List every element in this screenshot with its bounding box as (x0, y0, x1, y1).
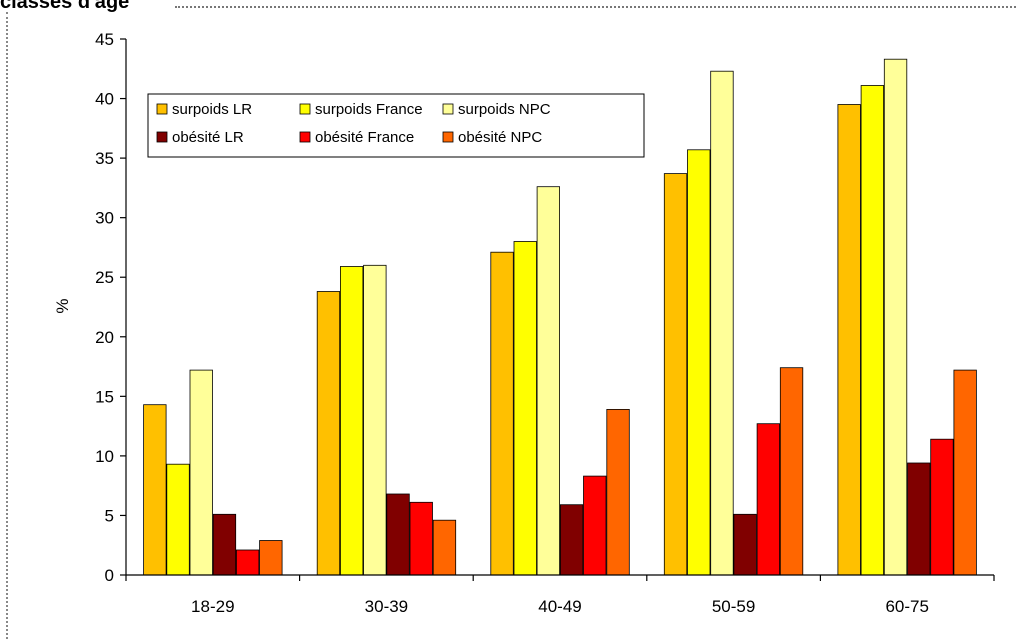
legend: surpoids LR surpoids France surpoids NPC ob… (147, 93, 645, 158)
x-tick-label: 30-39 (365, 597, 408, 616)
x-tick-label: 50-59 (712, 597, 755, 616)
bar-4-40-49 (560, 504, 584, 576)
legend-swatch (442, 131, 454, 143)
y-tick-label: 15 (95, 387, 114, 406)
legend-swatch (299, 103, 311, 115)
bar-4-18-29 (212, 513, 237, 576)
x-tick-label: 40-49 (538, 597, 581, 616)
bar-1-30-39 (316, 291, 341, 576)
legend-swatch (299, 131, 311, 143)
bar-6-60-75 (953, 369, 977, 576)
bar-4-30-39 (386, 493, 410, 576)
legend-label: obésité NPC (458, 129, 542, 146)
y-tick-label: 0 (105, 566, 114, 585)
bar-3-30-39 (363, 264, 387, 576)
bar-3-50-59 (710, 70, 734, 576)
y-tick-label: 30 (95, 209, 114, 228)
bar-2-30-39 (339, 266, 364, 576)
x-tick-label: 60-75 (885, 597, 928, 616)
axes-layer: 0 5 10 15 20 25 30 35 40 45 18-29 30-39 40-49 50-59 60… (95, 30, 995, 616)
bar-1-40-49 (490, 251, 514, 576)
bar-6-18-29 (259, 540, 283, 576)
legend-label: surpoids LR (172, 101, 252, 118)
bar-5-30-39 (409, 501, 433, 576)
bars-layer (143, 58, 977, 576)
legend-label: surpoids NPC (458, 101, 551, 118)
legend-label: surpoids France (315, 101, 423, 118)
legend-swatch (156, 131, 168, 143)
y-tick-label: 5 (105, 506, 114, 525)
bar-2-50-59 (687, 149, 711, 576)
bar-4-50-59 (733, 513, 757, 576)
legend-box (147, 93, 645, 158)
x-tick-label: 18-29 (191, 597, 234, 616)
bar-6-50-59 (779, 367, 804, 576)
y-tick-label: 25 (95, 268, 114, 287)
bar-1-18-29 (143, 404, 167, 576)
bar-1-60-75 (837, 104, 861, 576)
bar-5-60-75 (930, 438, 954, 576)
y-tick-label: 20 (95, 328, 114, 347)
bar-6-40-49 (606, 408, 630, 576)
legend-swatch (156, 103, 168, 115)
bar-3-18-29 (189, 369, 213, 576)
bar-5-40-49 (583, 475, 607, 576)
y-tick-label: 35 (95, 149, 114, 168)
page-title-fragment: classes d'âge (0, 0, 130, 13)
bar-2-60-75 (860, 85, 884, 576)
bar-5-18-29 (235, 549, 260, 576)
legend-swatch (442, 103, 454, 115)
bar-3-60-75 (883, 58, 908, 576)
bar-1-50-59 (663, 173, 688, 576)
y-axis-label: % (53, 298, 72, 313)
legend-label: obésité LR (172, 129, 244, 146)
y-tick-label: 40 (95, 90, 114, 109)
bar-6-30-39 (432, 519, 457, 576)
legend-label: obésité France (315, 129, 414, 146)
bar-4-60-75 (907, 462, 931, 576)
bar-2-18-29 (166, 463, 190, 576)
bar-3-40-49 (536, 186, 560, 576)
page-top-border (175, 6, 1016, 8)
bar-5-50-59 (756, 423, 780, 576)
y-tick-label: 45 (95, 30, 114, 49)
page-left-border (6, 12, 8, 639)
y-tick-label: 10 (95, 447, 114, 466)
bar-2-40-49 (513, 241, 537, 576)
